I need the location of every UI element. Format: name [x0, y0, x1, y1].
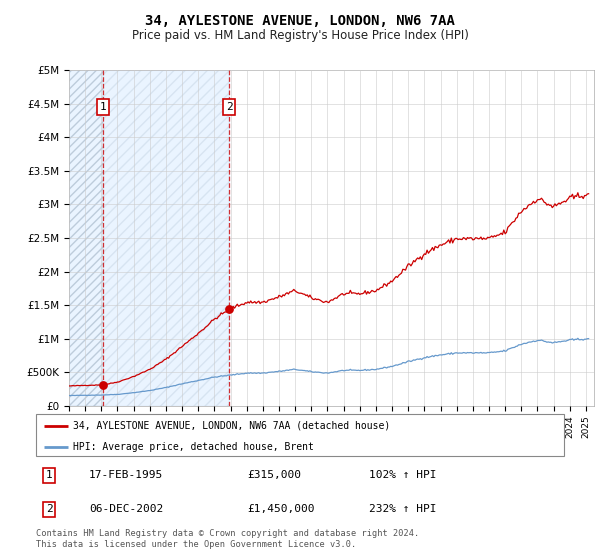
Text: £1,450,000: £1,450,000: [247, 505, 315, 515]
Point: [98, 380, 108, 389]
Text: £315,000: £315,000: [247, 470, 301, 480]
Text: 34, AYLESTONE AVENUE, LONDON, NW6 7AA: 34, AYLESTONE AVENUE, LONDON, NW6 7AA: [145, 14, 455, 28]
Text: Price paid vs. HM Land Registry's House Price Index (HPI): Price paid vs. HM Land Registry's House …: [131, 29, 469, 42]
Text: 102% ↑ HPI: 102% ↑ HPI: [368, 470, 436, 480]
Text: Contains HM Land Registry data © Crown copyright and database right 2024.
This d: Contains HM Land Registry data © Crown c…: [36, 529, 419, 549]
Text: 1: 1: [100, 102, 107, 112]
Text: 06-DEC-2002: 06-DEC-2002: [89, 505, 163, 515]
Text: 2: 2: [226, 102, 233, 112]
Text: 2: 2: [46, 505, 53, 515]
Text: 232% ↑ HPI: 232% ↑ HPI: [368, 505, 436, 515]
Text: 17-FEB-1995: 17-FEB-1995: [89, 470, 163, 480]
Bar: [69, 70, 229, 406]
Point: [224, 304, 234, 313]
Text: 34, AYLESTONE AVENUE, LONDON, NW6 7AA (detached house): 34, AYLESTONE AVENUE, LONDON, NW6 7AA (d…: [73, 421, 390, 431]
Text: HPI: Average price, detached house, Brent: HPI: Average price, detached house, Bren…: [73, 442, 314, 452]
Text: 1: 1: [46, 470, 53, 480]
